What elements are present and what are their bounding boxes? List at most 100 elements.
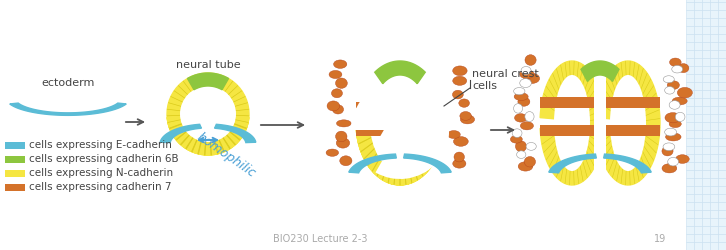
Bar — [694, 82, 702, 90]
Ellipse shape — [672, 97, 688, 105]
Text: ectoderm: ectoderm — [41, 78, 94, 88]
Ellipse shape — [664, 86, 674, 94]
Bar — [718, 82, 726, 90]
Bar — [540, 125, 660, 136]
Bar — [686, 90, 694, 98]
Bar — [718, 42, 726, 50]
Ellipse shape — [518, 97, 530, 106]
Ellipse shape — [327, 101, 340, 111]
Bar — [702, 58, 710, 66]
Polygon shape — [404, 154, 452, 173]
Bar — [702, 186, 710, 194]
Ellipse shape — [664, 128, 677, 136]
Bar — [694, 0, 702, 2]
Bar — [718, 234, 726, 242]
Bar — [718, 0, 726, 2]
Bar — [718, 122, 726, 130]
Bar — [718, 2, 726, 10]
Bar — [540, 97, 660, 108]
Ellipse shape — [180, 86, 236, 142]
Bar — [694, 178, 702, 186]
Bar — [710, 98, 718, 106]
Ellipse shape — [454, 152, 465, 162]
Bar — [710, 106, 718, 114]
Bar — [710, 138, 718, 146]
Ellipse shape — [521, 122, 534, 130]
Bar — [710, 42, 718, 50]
Ellipse shape — [669, 120, 681, 128]
Bar — [694, 18, 702, 26]
Bar — [686, 26, 694, 34]
Bar — [718, 210, 726, 218]
Bar — [694, 226, 702, 234]
Ellipse shape — [525, 112, 534, 122]
Ellipse shape — [336, 120, 351, 127]
Bar — [694, 194, 702, 202]
Ellipse shape — [510, 136, 522, 143]
Bar — [594, 97, 606, 108]
Ellipse shape — [610, 75, 646, 171]
Ellipse shape — [662, 146, 673, 156]
Text: BIO230 Lecture 2-3: BIO230 Lecture 2-3 — [273, 234, 367, 244]
Bar — [702, 178, 710, 186]
Bar — [718, 18, 726, 26]
Bar — [686, 2, 694, 10]
Bar — [718, 130, 726, 138]
Bar — [694, 186, 702, 194]
Ellipse shape — [666, 133, 681, 141]
Ellipse shape — [520, 70, 534, 78]
Bar — [718, 138, 726, 146]
Bar — [718, 114, 726, 122]
Ellipse shape — [512, 129, 522, 138]
Bar — [718, 154, 726, 162]
Bar — [718, 226, 726, 234]
Ellipse shape — [460, 112, 471, 120]
Bar — [702, 42, 710, 50]
Bar — [718, 90, 726, 98]
Bar — [686, 138, 694, 146]
Bar — [710, 2, 718, 10]
Bar — [686, 106, 694, 114]
Bar — [702, 122, 710, 130]
Bar — [710, 90, 718, 98]
Bar — [694, 98, 702, 106]
Bar — [702, 234, 710, 242]
Bar — [594, 70, 606, 180]
Bar — [710, 0, 718, 2]
Bar — [694, 50, 702, 58]
Bar — [710, 122, 718, 130]
Ellipse shape — [514, 93, 529, 100]
Bar — [718, 146, 726, 154]
Text: cells expressing cadherin 6B: cells expressing cadherin 6B — [29, 154, 179, 164]
Ellipse shape — [521, 66, 531, 74]
Bar — [694, 122, 702, 130]
Bar — [694, 66, 702, 74]
Ellipse shape — [525, 55, 536, 65]
Ellipse shape — [664, 76, 674, 83]
Bar — [686, 178, 694, 186]
Bar — [718, 66, 726, 74]
Bar — [686, 10, 694, 18]
Polygon shape — [215, 124, 256, 142]
Ellipse shape — [326, 149, 338, 156]
Bar — [710, 66, 718, 74]
Bar — [702, 66, 710, 74]
Ellipse shape — [676, 155, 689, 164]
Bar — [686, 114, 694, 122]
Bar — [686, 66, 694, 74]
Ellipse shape — [523, 73, 539, 84]
Ellipse shape — [515, 114, 527, 122]
Wedge shape — [351, 81, 449, 179]
Ellipse shape — [669, 58, 681, 66]
Text: neural crest
cells: neural crest cells — [472, 69, 539, 91]
Bar — [686, 186, 694, 194]
Polygon shape — [160, 124, 201, 142]
Ellipse shape — [332, 89, 343, 98]
Bar — [710, 226, 718, 234]
Bar — [710, 178, 718, 186]
Wedge shape — [400, 102, 449, 144]
Bar — [694, 90, 702, 98]
Bar — [710, 154, 718, 162]
Bar — [694, 146, 702, 154]
Polygon shape — [603, 154, 651, 173]
